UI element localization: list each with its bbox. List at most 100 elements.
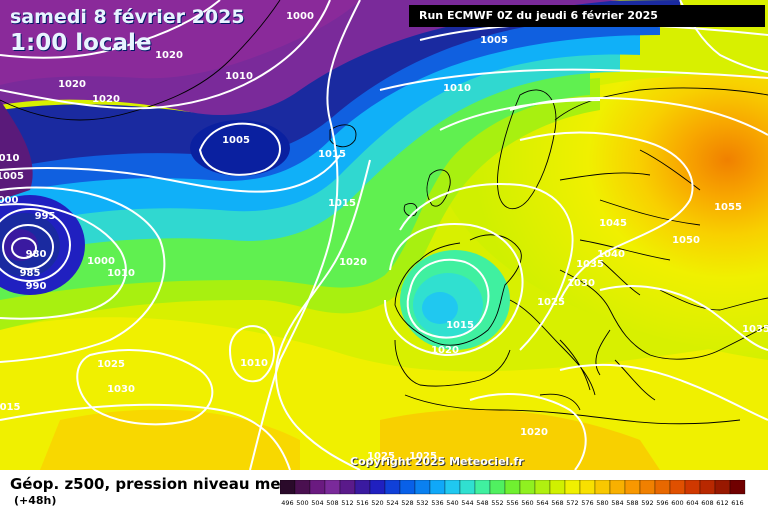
isobar-label-1005-top: 1005 bbox=[480, 35, 508, 46]
isobar-label-1000-low: 1000 bbox=[87, 256, 115, 267]
isobar-label-1015-biscay: 1015 bbox=[446, 320, 474, 331]
scale-tick-528: 528 bbox=[401, 499, 413, 507]
forecast-time: 1:00 locale bbox=[10, 30, 152, 56]
isobar-label-1000-north: 1000 bbox=[286, 11, 314, 22]
field-dark-blue bbox=[0, 0, 680, 170]
isobar-label-1010-low: 1010 bbox=[107, 268, 135, 279]
isobar-label-1035-east: 1035 bbox=[742, 324, 768, 335]
scale-swatch-17 bbox=[534, 480, 551, 495]
scale-swatch-22 bbox=[609, 480, 626, 495]
field-west-low-3 bbox=[2, 229, 38, 261]
isobar-label-1020-iberia: 1020 bbox=[431, 345, 459, 356]
scale-tick-556: 556 bbox=[506, 499, 518, 507]
scale-swatch-3 bbox=[324, 480, 341, 495]
legend-title: Géop. z500, pression niveau mer bbox=[10, 475, 288, 493]
scale-swatch-11 bbox=[444, 480, 461, 495]
field-south-gold bbox=[40, 409, 300, 470]
copyright: Copyright 2025 Meteociel.fr bbox=[350, 455, 524, 468]
isobar-label-985: 985 bbox=[20, 268, 41, 279]
scale-swatch-30 bbox=[729, 480, 746, 495]
scale-tick-572: 572 bbox=[566, 499, 578, 507]
scale-tick-580: 580 bbox=[596, 499, 608, 507]
scale-swatch-15 bbox=[504, 480, 521, 495]
scale-tick-496: 496 bbox=[281, 499, 293, 507]
scale-tick-616: 616 bbox=[731, 499, 743, 507]
scale-swatch-2 bbox=[309, 480, 326, 495]
scale-tick-524: 524 bbox=[386, 499, 398, 507]
scale-swatch-20 bbox=[579, 480, 596, 495]
isobar-label-1010-north-atl: 1010 bbox=[443, 83, 471, 94]
isobar-label-1020-left2: 1020 bbox=[92, 94, 120, 105]
isobar-label-1050-russia: 1050 bbox=[672, 235, 700, 246]
isobar-label-1015-mid: 1015 bbox=[318, 149, 346, 160]
scale-tick-596: 596 bbox=[656, 499, 668, 507]
isobar-label-1025-alps: 1025 bbox=[537, 297, 565, 308]
scale-tick-592: 592 bbox=[641, 499, 653, 507]
isobar-label-1020-left: 1020 bbox=[58, 79, 86, 90]
field-biscay-low-inner bbox=[422, 292, 458, 324]
scale-tick-576: 576 bbox=[581, 499, 593, 507]
scale-swatch-12 bbox=[459, 480, 476, 495]
isobar-label-1045-europe: 1045 bbox=[599, 218, 627, 229]
scale-swatch-28 bbox=[699, 480, 716, 495]
scale-swatch-26 bbox=[669, 480, 686, 495]
scale-swatch-25 bbox=[654, 480, 671, 495]
scale-swatch-24 bbox=[639, 480, 656, 495]
forecast-lead: (+48h) bbox=[14, 494, 57, 507]
isobar-label-1015-atl: 1015 bbox=[328, 198, 356, 209]
scale-tick-568: 568 bbox=[551, 499, 563, 507]
isobar-label-1030-sw: 1030 bbox=[107, 384, 135, 395]
isobar-label-1020-atl: 1020 bbox=[339, 257, 367, 268]
scale-swatch-4 bbox=[339, 480, 356, 495]
scale-swatch-21 bbox=[594, 480, 611, 495]
field-north-atl-low bbox=[190, 120, 290, 176]
scale-swatch-16 bbox=[519, 480, 536, 495]
field-south-gold2 bbox=[380, 409, 660, 470]
scale-tick-540: 540 bbox=[446, 499, 458, 507]
scale-tick-508: 508 bbox=[326, 499, 338, 507]
isobar-label-1010-greenland: 1010 bbox=[225, 71, 253, 82]
scale-swatch-8 bbox=[399, 480, 416, 495]
isobar-label-010-edge: 010 bbox=[0, 153, 19, 164]
color-scale: 496 500 504 508 512 516 520 524 528 532 536 540 544 5… bbox=[280, 480, 746, 507]
scale-swatch-18 bbox=[549, 480, 566, 495]
isobar-label-1025-sw: 1025 bbox=[97, 359, 125, 370]
isobar-label-1010-cutoff: 1010 bbox=[240, 358, 268, 369]
isobar-label-1025-bottom2: 1025 bbox=[409, 451, 437, 462]
scale-tick-516: 516 bbox=[356, 499, 368, 507]
scale-swatch-5 bbox=[354, 480, 371, 495]
isobar-label-1020-nw: 1020 bbox=[155, 50, 183, 61]
isobar-label-1055-russia: 1055 bbox=[714, 202, 742, 213]
scale-swatch-14 bbox=[489, 480, 506, 495]
isobar-label-1040-europe: 1040 bbox=[597, 249, 625, 260]
scale-swatch-29 bbox=[714, 480, 731, 495]
isobar-label-1025-bottom: 1025 bbox=[367, 451, 395, 462]
scale-tick-564: 564 bbox=[536, 499, 548, 507]
scale-swatch-6 bbox=[369, 480, 386, 495]
isobar-label-990: 990 bbox=[26, 281, 47, 292]
field-east-high bbox=[430, 74, 768, 361]
scale-tick-504: 504 bbox=[311, 499, 323, 507]
scale-tick-520: 520 bbox=[371, 499, 383, 507]
field-deep-purple bbox=[0, 0, 360, 85]
scale-swatch-7 bbox=[384, 480, 401, 495]
scale-swatch-0 bbox=[280, 480, 296, 495]
scale-tick-552: 552 bbox=[491, 499, 503, 507]
isobar-label-000-edge: 000 bbox=[0, 195, 18, 206]
coastlines bbox=[0, 0, 768, 425]
scale-swatch-1 bbox=[294, 480, 311, 495]
isobar-labels: 1000 1005 1020 1010 1020 1020 1010 1005 … bbox=[0, 6, 768, 462]
scale-tick-536: 536 bbox=[431, 499, 443, 507]
model-run-label: Run ECMWF 0Z du jeudi 6 février 2025 bbox=[409, 5, 765, 27]
scale-tick-512: 512 bbox=[341, 499, 353, 507]
forecast-date: samedi 8 février 2025 bbox=[10, 6, 245, 28]
isobar-label-980: 980 bbox=[26, 249, 47, 260]
scale-swatch-27 bbox=[684, 480, 701, 495]
scale-swatch-23 bbox=[624, 480, 641, 495]
field-deep-purple2 bbox=[0, 100, 33, 200]
scale-tick-532: 532 bbox=[416, 499, 428, 507]
isobar-label-995: 995 bbox=[35, 211, 56, 222]
scale-tick-548: 548 bbox=[476, 499, 488, 507]
isobar-label-1005-edge: 1005 bbox=[0, 171, 24, 182]
isobar-label-1005-low: 1005 bbox=[222, 135, 250, 146]
